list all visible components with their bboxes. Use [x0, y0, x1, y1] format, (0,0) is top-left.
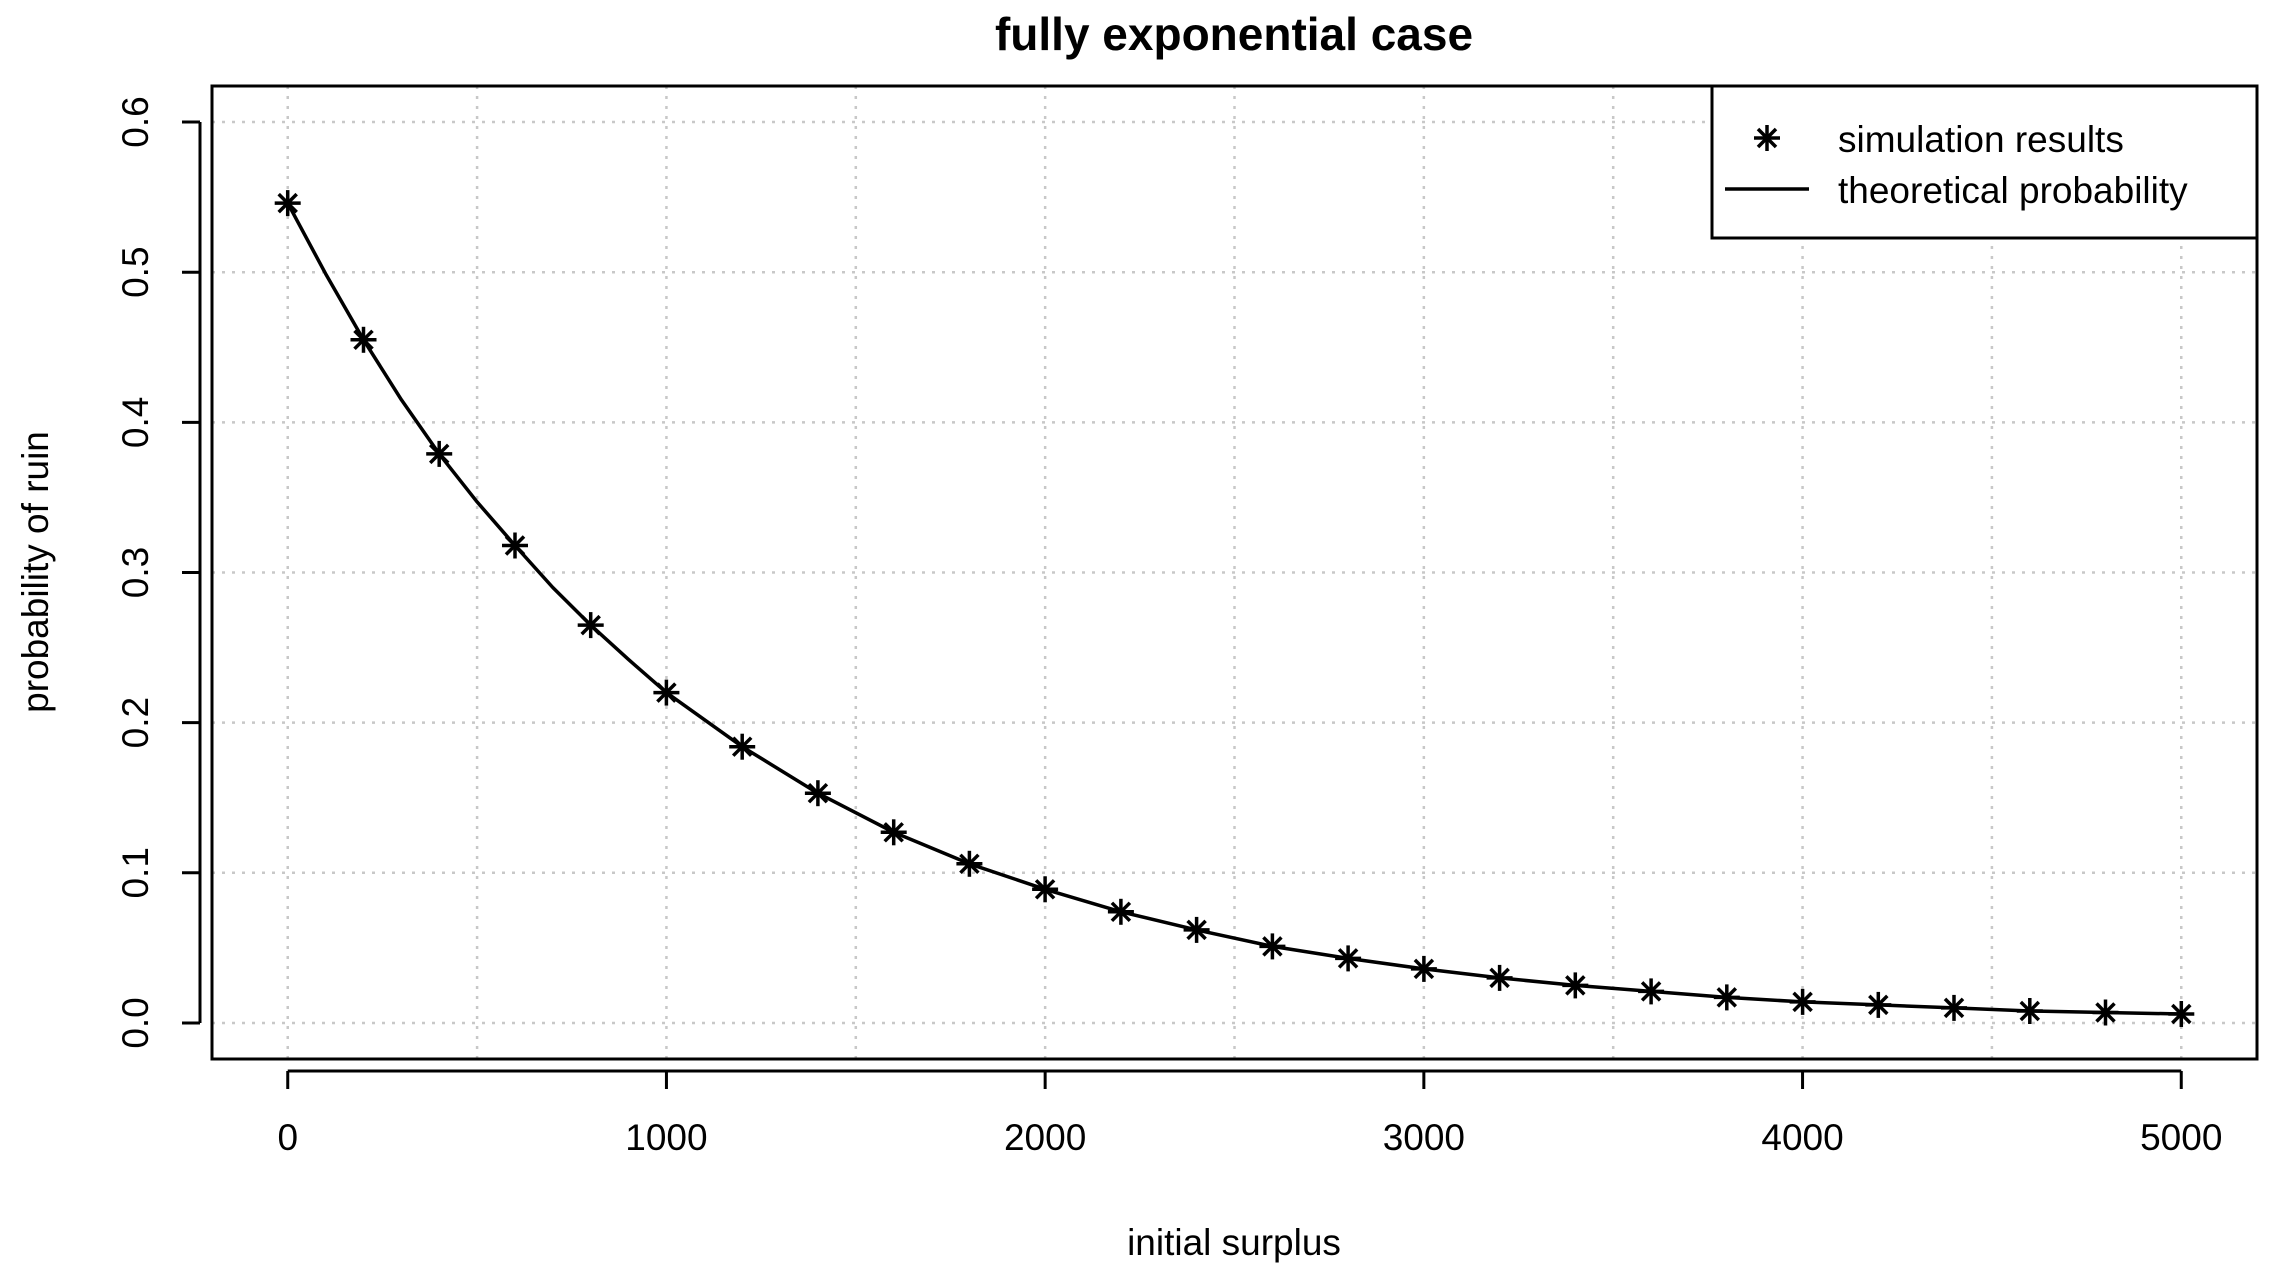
x-axis: 0 1000 2000 3000 4000 5000: [277, 1069, 2222, 1158]
asterisk-stroke: [2095, 1002, 2116, 1023]
asterisk-stroke: [1186, 919, 1207, 941]
simulation-point: [1789, 988, 1816, 1015]
asterisk-stroke: [428, 443, 450, 465]
asterisk-stroke: [277, 192, 298, 214]
asterisk-stroke: [1413, 958, 1435, 980]
simulation-point: [880, 819, 907, 846]
asterisk-stroke: [504, 535, 526, 556]
y-tick-label: 0.1: [115, 847, 156, 898]
simulation-point: [2168, 1001, 2195, 1027]
simulation-point: [1259, 933, 1286, 960]
simulation-point: [729, 733, 756, 760]
y-axis: 0.0 0.1 0.2 0.3 0.4 0.5 0.6: [115, 96, 202, 1049]
legend-box: [1710, 84, 2259, 240]
simulation-point: [502, 532, 528, 559]
asterisk-stroke: [959, 853, 980, 875]
plot-frame: [210, 84, 2259, 1061]
simulation-point: [1410, 955, 1437, 982]
legend-asterisk-icon: [1754, 125, 1780, 151]
legend: simulation results theoretical probabili…: [1710, 84, 2259, 240]
asterisk-stroke: [353, 329, 374, 351]
y-axis-title: probability of ruin: [15, 431, 56, 713]
simulation-point: [1486, 964, 1513, 991]
y-tick-label: 0.0: [115, 997, 156, 1048]
simulation-point: [274, 190, 301, 217]
y-tick-label: 0.2: [115, 697, 156, 748]
y-tick-label: 0.3: [115, 547, 156, 598]
legend-label-simulation: simulation results: [1838, 119, 2124, 160]
asterisk-stroke: [1110, 901, 1132, 923]
asterisk-stroke: [2171, 1003, 2192, 1025]
simulation-point: [1032, 876, 1059, 903]
asterisk-stroke: [1565, 975, 1586, 996]
asterisk-stroke: [1489, 967, 1510, 989]
x-tick-label: 1000: [625, 1117, 707, 1158]
simulation-point: [1865, 991, 1892, 1018]
grid: [212, 86, 2257, 1059]
asterisk-stroke: [807, 782, 829, 804]
simulation-point: [426, 440, 453, 467]
x-tick-label: 3000: [1383, 1117, 1465, 1158]
simulation-point: [1562, 972, 1589, 999]
asterisk-stroke: [1716, 987, 1738, 1008]
simulation-point: [1941, 994, 1967, 1021]
simulation-point: [1713, 984, 1740, 1011]
x-tick-label: 4000: [1761, 1117, 1843, 1158]
simulation-point: [804, 780, 831, 807]
chart-title: fully exponential case: [995, 8, 1473, 60]
simulation-point: [653, 679, 680, 706]
asterisk-stroke: [731, 736, 753, 757]
simulation-point: [2016, 998, 2043, 1024]
legend-label-theoretical: theoretical probability: [1838, 170, 2188, 211]
simulation-point: [1183, 916, 1210, 943]
y-tick-label: 0.6: [115, 96, 156, 147]
simulation-point: [577, 612, 604, 639]
y-tick-label: 0.5: [115, 246, 156, 297]
asterisk-stroke: [1943, 997, 1965, 1019]
x-tick-label: 0: [277, 1117, 298, 1158]
simulation-point: [1335, 945, 1362, 972]
asterisk-stroke: [1337, 948, 1359, 969]
asterisk-stroke: [883, 822, 904, 843]
x-tick-label: 5000: [2140, 1117, 2222, 1158]
simulation-point: [1638, 978, 1665, 1005]
y-tick-label: 0.4: [115, 397, 156, 448]
asterisk-stroke: [1868, 994, 1889, 1016]
simulation-point: [1107, 898, 1134, 925]
asterisk-stroke: [656, 682, 677, 703]
simulation-point: [956, 850, 983, 877]
asterisk-stroke: [580, 614, 601, 636]
x-axis-title: initial surplus: [1127, 1222, 1341, 1263]
asterisk-stroke: [1792, 991, 1813, 1013]
asterisk-stroke: [2019, 1000, 2041, 1022]
asterisk-stroke: [1262, 936, 1283, 957]
x-tick-label: 2000: [1004, 1117, 1086, 1158]
simulation-points-layer: [274, 190, 2195, 1027]
simulation-point: [2092, 999, 2119, 1026]
asterisk-stroke: [1640, 981, 1662, 1002]
asterisk-stroke: [1034, 879, 1056, 900]
simulation-point: [350, 326, 377, 353]
